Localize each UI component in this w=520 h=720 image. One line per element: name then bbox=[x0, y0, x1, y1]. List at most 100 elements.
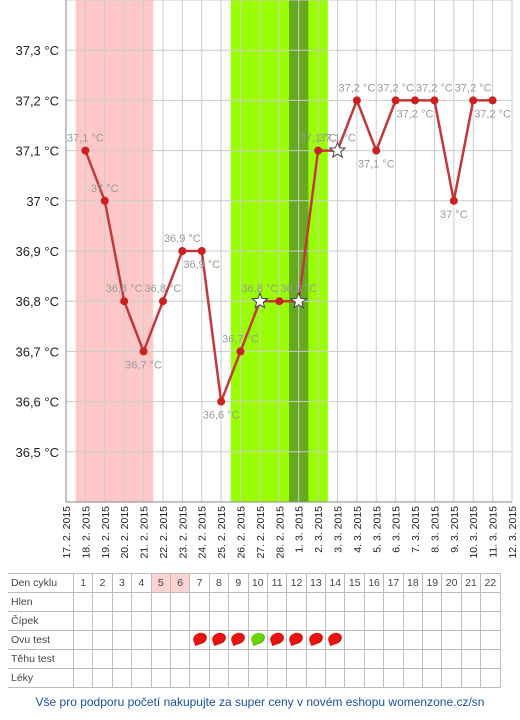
table-cell bbox=[228, 592, 249, 612]
x-tick-label: 9. 3. 2015 bbox=[449, 506, 461, 553]
temperature-series: 37,1 °C37 °C36,8 °C36,7 °C36,8 °C36,9 °C… bbox=[67, 82, 511, 421]
table-cell bbox=[266, 611, 288, 631]
table-row: Ovu test bbox=[8, 630, 501, 650]
y-tick-label: 37,1 °C bbox=[15, 144, 59, 159]
data-label: 36,9 °C bbox=[164, 233, 201, 245]
x-tick-label: 3. 3. 2015 bbox=[332, 506, 344, 553]
table-cell bbox=[189, 649, 210, 669]
cycle-day-cell: 10 bbox=[247, 573, 268, 593]
table-cell bbox=[363, 630, 385, 650]
cycle-day-cell: 16 bbox=[363, 573, 385, 593]
data-point bbox=[314, 146, 323, 155]
x-tick-label: 20. 2. 2015 bbox=[119, 506, 131, 559]
data-point bbox=[100, 196, 109, 205]
ovu-test-icon bbox=[249, 630, 267, 647]
table-cell bbox=[441, 630, 462, 650]
data-label: 37,1 °C bbox=[67, 133, 104, 145]
y-tick-label: 37,2 °C bbox=[15, 93, 59, 108]
ovu-test-icon bbox=[268, 630, 286, 647]
table-cell bbox=[305, 611, 327, 631]
table-cell bbox=[480, 630, 501, 650]
table-cell bbox=[92, 592, 113, 612]
x-tick-label: 7. 3. 2015 bbox=[410, 506, 422, 553]
data-point bbox=[120, 297, 129, 306]
row-label: Čípek bbox=[8, 611, 74, 631]
data-label: 36,9 °C bbox=[183, 259, 220, 271]
table-cell bbox=[363, 649, 385, 669]
x-tick-label: 21. 2. 2015 bbox=[139, 506, 151, 559]
table-cell bbox=[402, 649, 424, 669]
table-cell bbox=[325, 592, 346, 612]
table-cell bbox=[150, 649, 171, 669]
cycle-day-cell: 11 bbox=[266, 573, 288, 593]
data-point bbox=[372, 146, 381, 155]
ovu-test-icon bbox=[210, 630, 228, 647]
table-cell bbox=[189, 611, 210, 631]
cycle-day-cell: 7 bbox=[189, 573, 210, 593]
data-label: 36,7 °C bbox=[222, 333, 259, 345]
table-row: Těhu test bbox=[8, 649, 501, 669]
data-point bbox=[81, 146, 90, 155]
x-tick-label: 12. 3. 2015 bbox=[507, 506, 519, 559]
table-cell bbox=[383, 630, 404, 650]
x-tick-label: 28. 2. 2015 bbox=[274, 506, 286, 559]
y-tick-label: 36,8 °C bbox=[15, 294, 59, 309]
cycle-day-cell: 19 bbox=[422, 573, 443, 593]
data-point-star bbox=[289, 291, 308, 309]
table-cell bbox=[111, 668, 133, 688]
table-cell bbox=[383, 592, 404, 612]
cycle-day-cell: 8 bbox=[208, 573, 230, 593]
table-cell bbox=[325, 668, 346, 688]
table-cell bbox=[208, 649, 230, 669]
data-point-star bbox=[328, 141, 347, 159]
table-cell bbox=[402, 611, 424, 631]
y-axis: 36,5 °C 36,6 °C 36,7 °C 36,8 °C 36,9 °C 37 °C… bbox=[15, 43, 59, 460]
table-cell bbox=[422, 668, 443, 688]
table-cell bbox=[169, 592, 191, 612]
row-label: Ovu test bbox=[8, 630, 74, 650]
table-cell bbox=[422, 592, 443, 612]
table-cell bbox=[325, 611, 346, 631]
x-tick-label: 26. 2. 2015 bbox=[236, 506, 248, 559]
data-label: 37 °C bbox=[440, 209, 468, 221]
table-cell bbox=[92, 649, 113, 669]
table-cell bbox=[72, 630, 94, 650]
table-cell bbox=[92, 668, 113, 688]
data-label: 36,7 °C bbox=[125, 359, 162, 371]
table-cell bbox=[72, 611, 94, 631]
y-tick-label: 36,6 °C bbox=[15, 395, 59, 410]
data-point bbox=[391, 96, 400, 105]
x-tick-label: 18. 2. 2015 bbox=[80, 506, 92, 559]
table-cell bbox=[422, 649, 443, 669]
table-cell bbox=[169, 611, 191, 631]
table-cell bbox=[189, 592, 210, 612]
table-cell bbox=[228, 630, 249, 650]
cycle-day-cell: 17 bbox=[383, 573, 404, 593]
temperature-chart: 36,5 °C36,6 °C36,7 °C36,8 °C36,9 °C37 °C… bbox=[15, 0, 519, 559]
y-tick-label: 37,3 °C bbox=[15, 43, 59, 58]
data-label: 37,2 °C bbox=[377, 82, 414, 94]
table-cell bbox=[92, 630, 113, 650]
x-tick-label: 17. 2. 2015 bbox=[61, 506, 73, 559]
cycle-day-cell: 21 bbox=[460, 573, 482, 593]
table-cell bbox=[131, 668, 152, 688]
row-label: Hlen bbox=[8, 592, 74, 612]
table-cell bbox=[72, 668, 94, 688]
data-point bbox=[197, 247, 206, 255]
table-cell bbox=[460, 668, 482, 688]
table-cell bbox=[480, 611, 501, 631]
table-cell bbox=[441, 592, 462, 612]
table-cell bbox=[402, 630, 424, 650]
table-cell bbox=[169, 630, 191, 650]
table-cell bbox=[131, 611, 152, 631]
data-label: 37,1 °C bbox=[300, 133, 337, 145]
footer-link[interactable]: Vše pro podporu početí nakupujte za supe… bbox=[35, 695, 485, 709]
data-point bbox=[139, 347, 148, 356]
data-point bbox=[217, 397, 226, 406]
cycle-day-cell: 18 bbox=[402, 573, 424, 593]
table-row: Léky bbox=[8, 668, 501, 688]
table-cell bbox=[402, 668, 424, 688]
table-cell bbox=[208, 668, 230, 688]
table-cell bbox=[92, 611, 113, 631]
ovu-test-icon bbox=[307, 630, 325, 647]
